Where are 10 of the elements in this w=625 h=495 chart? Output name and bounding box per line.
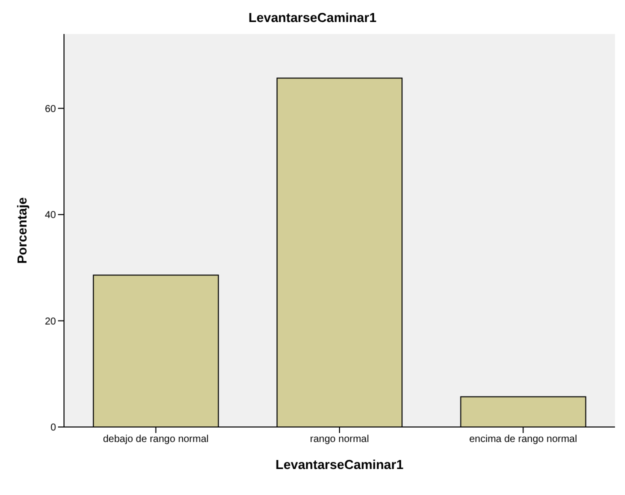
chart-title: LevantarseCaminar1 <box>248 9 378 27</box>
y-tick-label: 0 <box>50 422 56 434</box>
x-tick-label: encima de rango normal <box>469 434 578 446</box>
y-axis-title: Porcentaje <box>14 197 30 264</box>
x-axis-title: LevantarseCaminar1 <box>276 457 404 472</box>
x-tick-label: rango normal <box>310 434 369 446</box>
y-tick-label: 20 <box>44 316 56 328</box>
y-tick-label: 40 <box>44 210 56 222</box>
y-tick-label: 60 <box>44 104 56 115</box>
x-tick-label: debajo de rango normal <box>103 434 209 446</box>
